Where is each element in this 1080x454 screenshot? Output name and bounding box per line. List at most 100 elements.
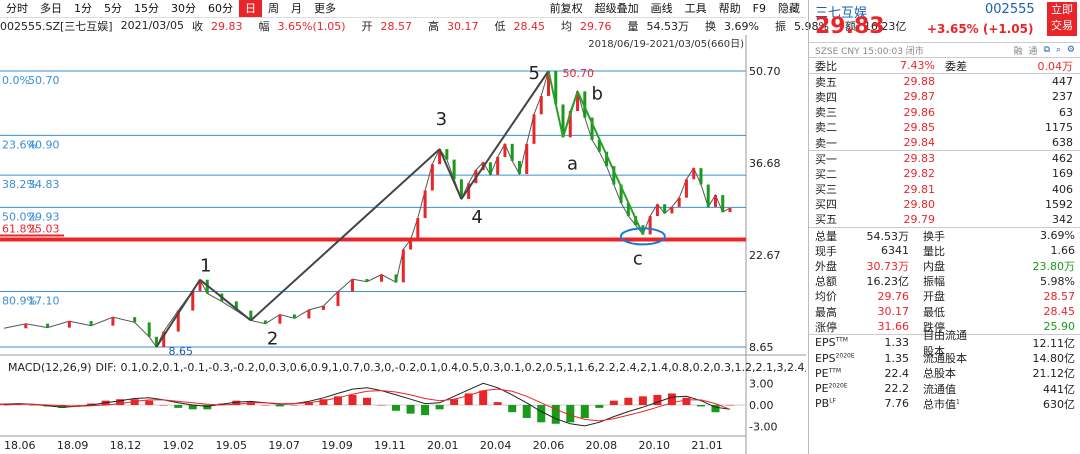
candle-44 <box>525 143 529 175</box>
fib-value-3: 29.93 <box>28 210 60 223</box>
open-label: 开 <box>361 19 373 33</box>
connect-icon[interactable]: 通 <box>1028 46 1038 57</box>
toolbar-menu-5[interactable]: F9 <box>752 2 766 15</box>
trade-button-line1: 立即 <box>1051 3 1073 16</box>
fund-v2-4: 630亿 <box>1043 397 1075 411</box>
stock-code-right: 002555 <box>985 2 1035 17</box>
bids-row-4: 买五 29.79 342 <box>809 212 1080 227</box>
candle-51 <box>576 91 580 112</box>
period-tab-5[interactable]: 30分 <box>171 2 196 15</box>
asks-price-2: 29.86 <box>903 105 936 119</box>
toolbar-menu-6[interactable]: 隐藏 <box>778 2 800 15</box>
wave-line-1 <box>199 278 252 322</box>
period-tab-10[interactable]: 更多 <box>314 2 336 15</box>
macd-bar-16 <box>232 400 241 405</box>
settings-icon[interactable]: ⚙ <box>1066 45 1075 55</box>
stat-k-0: 总量 <box>815 229 837 243</box>
toolbar-menu-0[interactable]: 前复权 <box>549 2 583 15</box>
period-tab-7[interactable]: 日 <box>239 0 262 17</box>
candle-8 <box>154 336 158 347</box>
bids-price-0: 29.83 <box>903 152 936 166</box>
period-tab-8[interactable]: 周 <box>268 2 279 15</box>
stat-k-4: 均价 <box>815 290 837 304</box>
wave-label-7: c <box>633 248 643 269</box>
bids-label-3: 买四 <box>815 198 837 212</box>
fund-v-3: 22.2 <box>884 382 910 396</box>
period-tab-0[interactable]: 分时 <box>6 2 28 15</box>
candle-39 <box>488 162 492 175</box>
wave-line-4 <box>460 70 550 200</box>
high-annotation: 50.70 <box>563 67 595 80</box>
period-tab-2[interactable]: 1分 <box>74 2 92 15</box>
candle-5 <box>111 317 115 326</box>
macd-bar-45 <box>653 394 662 405</box>
trade-button[interactable]: 立即 交易 <box>1047 2 1077 36</box>
stat-v2-2: 23.80万 <box>1032 260 1076 274</box>
fund-v-1: 1.35 <box>884 351 910 365</box>
stat-k-5: 最高 <box>815 305 837 319</box>
period-tab-9[interactable]: 月 <box>291 2 302 15</box>
margin-icon[interactable]: 融 <box>1013 46 1023 57</box>
candle-22 <box>336 291 340 306</box>
asks-row-3: 卖二 29.85 1175 <box>809 120 1080 135</box>
candle-54 <box>597 139 601 152</box>
asks-vol-3: 1175 <box>1045 120 1073 134</box>
candle-64 <box>670 206 674 214</box>
fund-k2-text-4: 总市值 <box>923 397 956 411</box>
period-tab-1[interactable]: 多日 <box>40 2 62 15</box>
stat-k2-3: 振幅 <box>923 275 945 289</box>
kline-chart[interactable]: 2018/06/19-2021/03/05(660日)0.0%50.7023.6… <box>0 35 806 454</box>
macd-y-tick-2: -3.00 <box>749 421 777 434</box>
stock-icon[interactable]: ⧉ <box>1043 45 1050 55</box>
macd-bar-4 <box>58 405 67 408</box>
x-tick-6: 19.09 <box>321 439 353 452</box>
stat-v2-4: 28.57 <box>1043 289 1076 303</box>
period-tab-4[interactable]: 15分 <box>134 2 159 15</box>
stat-row-0: 总量 54.53万 换手 3.69% <box>809 228 1080 243</box>
stat-row-1: 现手 6341 量比 1.66 <box>809 243 1080 258</box>
period-tab-6[interactable]: 60分 <box>208 2 233 15</box>
c-point-circle <box>619 227 666 246</box>
wave-label-0: 1 <box>200 256 211 277</box>
fund-row-2: PETTM 22.4 总股本 21.12亿 <box>809 366 1080 381</box>
candle-50 <box>568 111 572 138</box>
candle-48 <box>554 71 558 105</box>
stat-v-6: 31.66 <box>877 320 910 334</box>
macd-bar-28 <box>406 405 415 414</box>
macd-bar-33 <box>479 390 488 405</box>
weibi-row: 委比 7.43% 委差 0.04万 <box>809 57 1080 73</box>
bids-price-2: 29.81 <box>903 182 936 196</box>
candle-43 <box>517 160 521 175</box>
period-tab-3[interactable]: 5分 <box>104 2 122 15</box>
toolbar-menu-3[interactable]: 工具 <box>684 2 707 15</box>
asks-row-4: 卖一 29.84 638 <box>809 135 1080 150</box>
stats-table: 总量 54.53万 换手 3.69% 现手 6341 量比 1.66 外盘 30.73万 内盘 23.… <box>809 227 1080 334</box>
wave-label-3: 4 <box>471 207 482 228</box>
avg-label: 均 <box>561 19 573 33</box>
toolbar-menu-2[interactable]: 画线 <box>650 2 673 15</box>
macd-bar-50 <box>726 405 734 406</box>
stat-row-2: 外盘 30.73万 内盘 23.80万 <box>809 258 1080 273</box>
macd-dea-line <box>3 388 731 422</box>
candle-49 <box>561 104 565 138</box>
low-annotation: 8.65 <box>168 345 193 358</box>
candle-11 <box>191 290 195 311</box>
candle-29 <box>416 218 420 240</box>
toolbar-menu-1[interactable]: 超级叠加 <box>594 2 639 15</box>
bids-price-4: 29.79 <box>903 212 936 226</box>
search-icon[interactable]: ⌕ <box>1055 45 1061 55</box>
bids-row-1: 买二 29.82 169 <box>809 166 1080 181</box>
macd-y-tick-1: 0.00 <box>749 399 774 412</box>
toolbar-menu-4[interactable]: 帮助 <box>718 2 741 15</box>
fund-k2-sup-4: 1 <box>956 398 960 406</box>
fund-v2-0: 12.11亿 <box>1032 336 1076 350</box>
fund-k-sup-4: LF <box>829 397 836 405</box>
candle-45 <box>532 114 536 144</box>
macd-bar-43 <box>624 397 633 405</box>
amt-label: 额 <box>844 19 856 33</box>
macd-bar-30 <box>435 405 444 410</box>
asks-price-1: 29.87 <box>903 90 936 104</box>
stat-v2-3: 5.98% <box>1040 274 1075 288</box>
y-tick-2: 22.67 <box>749 249 781 262</box>
candle-32 <box>438 149 442 165</box>
